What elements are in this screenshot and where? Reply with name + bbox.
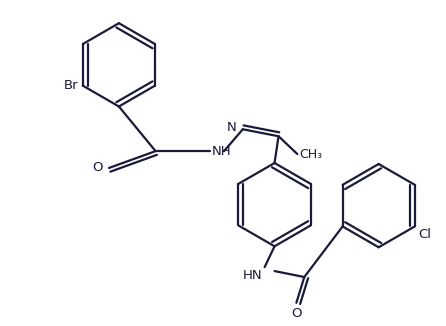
Text: Cl: Cl [419,229,432,242]
Text: O: O [291,307,301,320]
Text: NH: NH [212,145,232,157]
Text: HN: HN [243,269,263,282]
Text: Br: Br [64,79,79,92]
Text: CH₃: CH₃ [299,148,322,161]
Text: N: N [227,121,237,134]
Text: O: O [92,161,103,174]
